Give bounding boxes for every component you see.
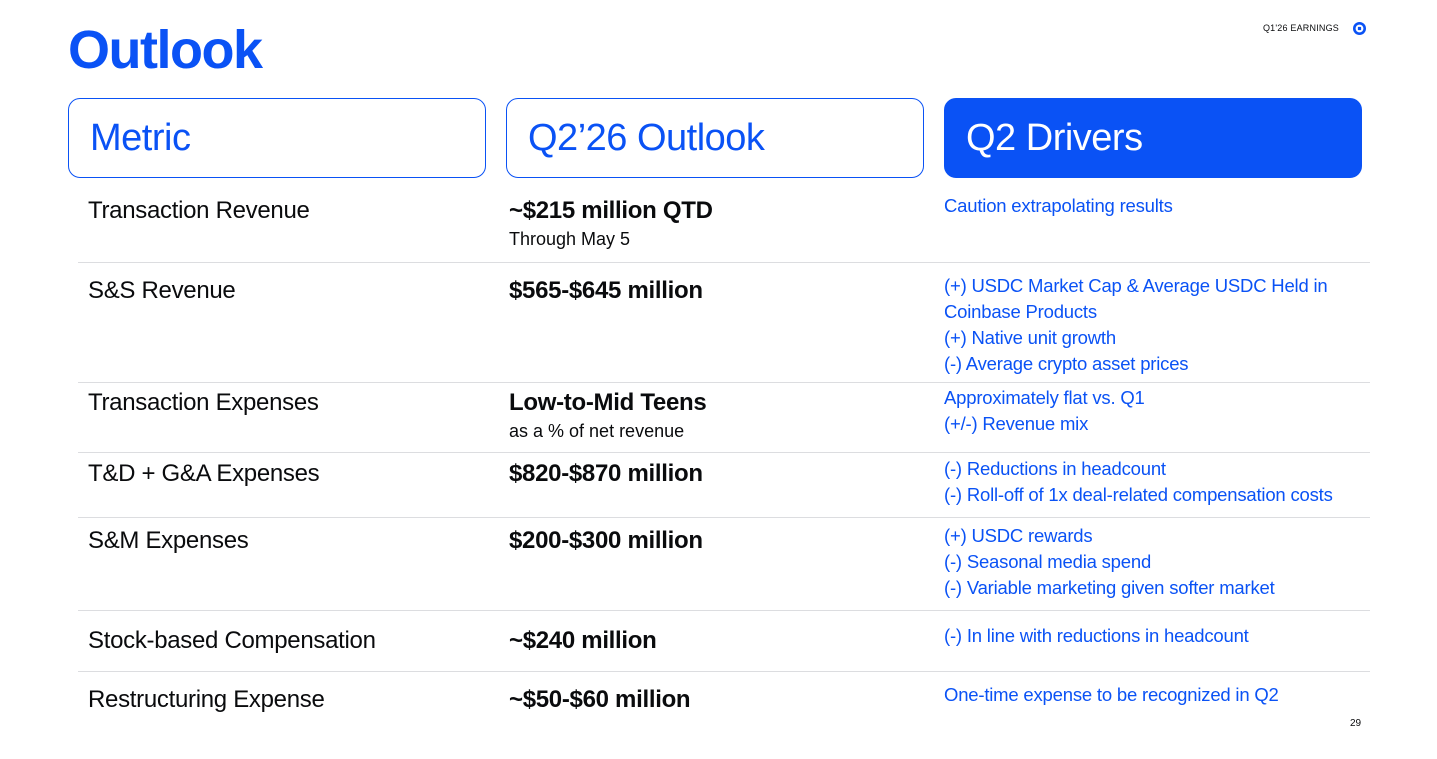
table-row: Transaction Expenses Low-to-Mid Teens as… [78,387,1370,453]
table-row: Transaction Revenue ~$215 million QTD Th… [78,195,1370,263]
drivers-cell: (+) USDC rewards (-) Seasonal media spen… [944,523,1364,601]
table-row: T&D + G&A Expenses $820-$870 million (-)… [78,458,1370,518]
outlook-value: ~$215 million QTD [509,197,713,224]
page-number: 29 [1350,718,1362,729]
coinbase-logo-icon [1353,21,1366,35]
metric-label: S&S Revenue [88,277,236,304]
driver-line: (-) Average crypto asset prices [944,353,1189,374]
metric-label: Transaction Expenses [88,389,319,416]
outlook-note: Through May 5 [509,229,631,249]
driver-line: Approximately flat vs. Q1 [944,387,1145,408]
outlook-cell: ~$215 million QTD Through May 5 [509,197,713,250]
drivers-cell: Approximately flat vs. Q1 (+/-) Revenue … [944,385,1364,437]
outlook-note: as a % of net revenue [509,421,685,441]
outlook-value: ~$50-$60 million [509,686,691,713]
drivers-cell: One-time expense to be recognized in Q2 [944,682,1364,708]
driver-line: (+/-) Revenue mix [944,413,1089,434]
outlook-value: $820-$870 million [509,460,703,487]
driver-line: Caution extrapolating results [944,195,1173,216]
driver-line: One-time expense to be recognized in Q2 [944,684,1279,705]
table-row: Stock-based Compensation ~$240 million (… [78,625,1370,672]
drivers-cell: (-) In line with reductions in headcount [944,623,1364,649]
outlook-value: $565-$645 million [509,277,703,304]
driver-line: (+) USDC Market Cap & Average USDC Held … [944,275,1328,296]
metric-label: Stock-based Compensation [88,627,376,654]
page-title: Outlook [68,20,263,80]
table-row: S&S Revenue $565-$645 million (+) USDC M… [78,275,1370,383]
drivers-cell: (-) Reductions in headcount (-) Roll-off… [944,456,1364,508]
outlook-cell: ~$50-$60 million [509,686,691,714]
outlook-cell: ~$240 million [509,627,657,655]
outlook-cell: $820-$870 million [509,460,703,488]
outlook-value: ~$240 million [509,627,657,654]
outlook-cell: Low-to-Mid Teens as a % of net revenue [509,389,707,442]
drivers-cell: (+) USDC Market Cap & Average USDC Held … [944,273,1364,377]
column-header-outlook: Q2’26 Outlook [506,98,924,178]
outlook-value: Low-to-Mid Teens [509,389,707,416]
metric-label: T&D + G&A Expenses [88,460,320,487]
driver-line: (-) Roll-off of 1x deal-related compensa… [944,484,1333,505]
driver-line: Coinbase Products [944,301,1097,322]
drivers-cell: Caution extrapolating results [944,193,1364,219]
driver-line: (+) USDC rewards [944,525,1093,546]
column-header-drivers: Q2 Drivers [944,98,1362,178]
table-row: Restructuring Expense ~$50-$60 million O… [78,684,1370,716]
driver-line: (-) Reductions in headcount [944,458,1166,479]
outlook-value: $200-$300 million [509,527,703,554]
driver-line: (-) Variable marketing given softer mark… [944,577,1275,598]
driver-line: (+) Native unit growth [944,327,1116,348]
metric-label: Restructuring Expense [88,686,325,713]
table-row: S&M Expenses $200-$300 million (+) USDC … [78,525,1370,611]
earnings-tag: Q1'26 EARNINGS [1230,20,1366,36]
metric-label: Transaction Revenue [88,197,310,224]
earnings-tag-label: Q1'26 EARNINGS [1262,23,1339,33]
driver-line: (-) In line with reductions in headcount [944,625,1249,646]
column-header-metric: Metric [68,98,486,178]
outlook-cell: $565-$645 million [509,277,703,305]
metric-label: S&M Expenses [88,527,249,554]
driver-line: (-) Seasonal media spend [944,551,1152,572]
outlook-cell: $200-$300 million [509,527,703,555]
